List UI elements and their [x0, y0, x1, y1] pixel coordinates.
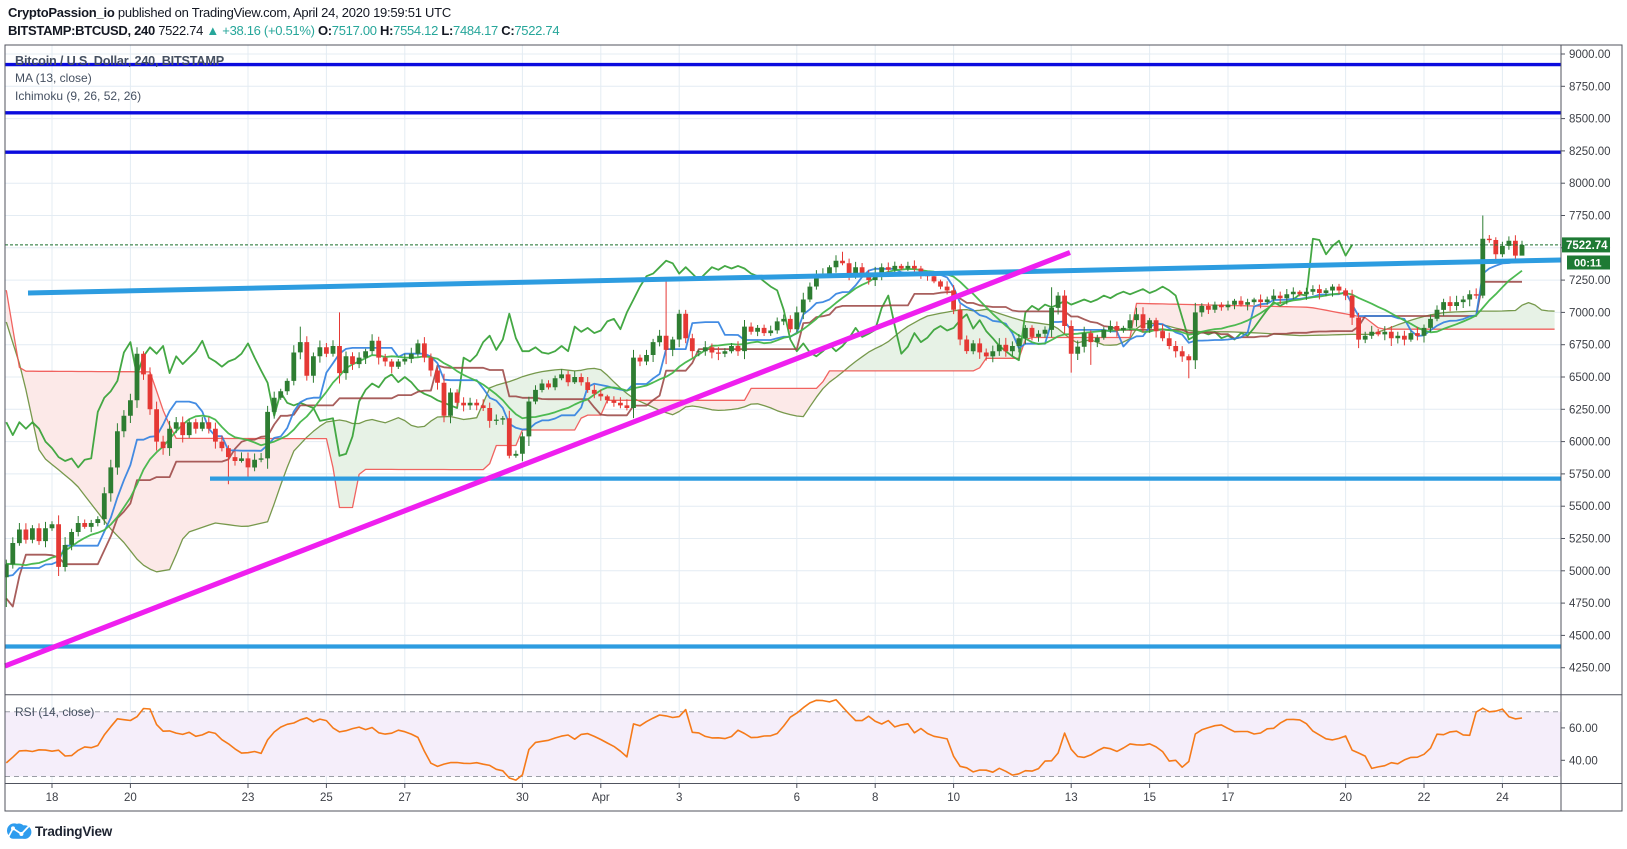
svg-text:20: 20	[1339, 792, 1352, 804]
svg-text:8500.00: 8500.00	[1569, 114, 1611, 126]
svg-text:00:11: 00:11	[1574, 258, 1602, 270]
svg-text:7522.74: 7522.74	[1566, 240, 1608, 252]
svg-text:4500.00: 4500.00	[1569, 630, 1611, 642]
svg-text:Apr: Apr	[592, 792, 610, 804]
svg-text:60.00: 60.00	[1569, 723, 1598, 735]
svg-text:8750.00: 8750.00	[1569, 81, 1611, 93]
svg-text:27: 27	[398, 792, 411, 804]
svg-text:TradingView: TradingView	[35, 824, 113, 839]
svg-text:3: 3	[676, 792, 682, 804]
svg-text:40.00: 40.00	[1569, 755, 1598, 767]
svg-text:8250.00: 8250.00	[1569, 146, 1611, 158]
svg-text:9000.00: 9000.00	[1569, 49, 1611, 61]
svg-text:5250.00: 5250.00	[1569, 534, 1611, 546]
svg-text:6000.00: 6000.00	[1569, 437, 1611, 449]
svg-text:7000.00: 7000.00	[1569, 307, 1611, 319]
svg-text:20: 20	[124, 792, 137, 804]
svg-text:4250.00: 4250.00	[1569, 663, 1611, 675]
svg-text:MA (13, close): MA (13, close)	[15, 71, 92, 85]
svg-text:6500.00: 6500.00	[1569, 372, 1611, 384]
svg-text:CryptoPassion_io published on: CryptoPassion_io published on TradingVie…	[8, 5, 451, 20]
svg-text:7250.00: 7250.00	[1569, 275, 1611, 287]
svg-text:18: 18	[46, 792, 59, 804]
svg-text:6250.00: 6250.00	[1569, 404, 1611, 416]
svg-text:30: 30	[516, 792, 529, 804]
svg-text:RSI (14, close): RSI (14, close)	[15, 705, 94, 719]
svg-text:10: 10	[947, 792, 960, 804]
svg-text:22: 22	[1418, 792, 1431, 804]
svg-text:25: 25	[320, 792, 333, 804]
svg-text:23: 23	[242, 792, 255, 804]
svg-text:17: 17	[1222, 792, 1235, 804]
svg-text:8000.00: 8000.00	[1569, 178, 1611, 190]
svg-text:Ichimoku (9, 26, 52, 26): Ichimoku (9, 26, 52, 26)	[15, 89, 141, 103]
svg-text:24: 24	[1496, 792, 1509, 804]
svg-text:4750.00: 4750.00	[1569, 598, 1611, 610]
svg-text:5500.00: 5500.00	[1569, 501, 1611, 513]
svg-text:5750.00: 5750.00	[1569, 469, 1611, 481]
svg-text:13: 13	[1065, 792, 1078, 804]
svg-text:5000.00: 5000.00	[1569, 566, 1611, 578]
svg-text:15: 15	[1143, 792, 1156, 804]
svg-text:7750.00: 7750.00	[1569, 211, 1611, 223]
svg-text:Bitcoin / U.S. Dollar, 240, BI: Bitcoin / U.S. Dollar, 240, BITSTAMP	[15, 54, 225, 68]
svg-text:8: 8	[872, 792, 878, 804]
svg-text:BITSTAMP:BTCUSD, 240 7522.74: BITSTAMP:BTCUSD, 240 7522.74 ▲ +38.16 (+…	[8, 23, 559, 38]
svg-text:6750.00: 6750.00	[1569, 340, 1611, 352]
svg-text:6: 6	[794, 792, 800, 804]
